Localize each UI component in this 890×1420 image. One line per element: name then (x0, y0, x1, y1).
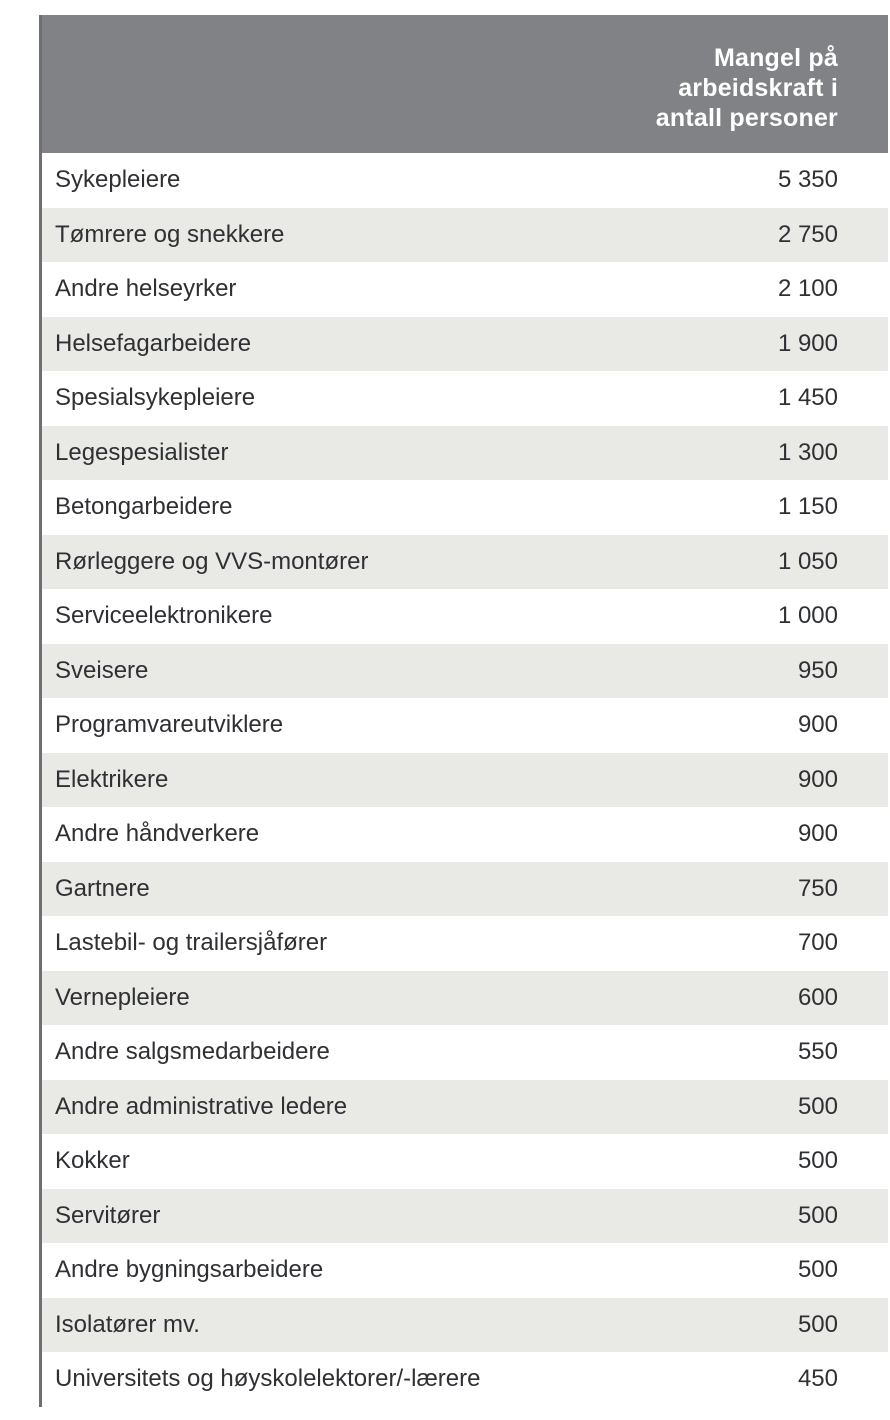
shortage-value: 2 100 (777, 275, 838, 303)
shortage-value: 550 (797, 1038, 838, 1066)
occupation-label: Vernepleiere (55, 983, 190, 1011)
shortage-value: 750 (797, 874, 838, 902)
table-row: Elektrikere 900 (42, 752, 888, 807)
table-row: Serviceelektronikere 1 000 (42, 589, 888, 644)
table-row: Andre bygningsarbeidere 500 (42, 1243, 888, 1298)
occupation-label: Serviceelektronikere (55, 602, 273, 630)
shortage-value: 450 (797, 1365, 838, 1393)
shortage-value: 1 000 (777, 602, 838, 630)
table-row: Sveisere 950 (42, 643, 888, 698)
occupation-label: Isolatører mv. (55, 1310, 200, 1338)
table-row: Vernepleiere 600 (42, 970, 888, 1025)
occupation-label: Sykepleiere (55, 166, 181, 194)
shortage-value: 500 (797, 1256, 838, 1284)
table-row: Sykepleiere 5 350 (42, 153, 888, 208)
table-row: Isolatører mv. 500 (42, 1297, 888, 1352)
shortage-value: 5 350 (777, 166, 838, 194)
shortage-value: 600 (797, 983, 838, 1011)
shortage-value: 900 (797, 765, 838, 793)
table-row: Andre helseyrker 2 100 (42, 262, 888, 317)
shortage-value: 500 (797, 1201, 838, 1229)
occupation-label: Rørleggere og VVS-montører (55, 547, 369, 575)
occupation-label: Sveisere (55, 656, 149, 684)
shortage-value: 1 050 (777, 547, 838, 575)
shortage-value: 1 450 (777, 384, 838, 412)
occupation-label: Helsefagarbeidere (55, 329, 252, 357)
occupation-label: Betongarbeidere (55, 493, 233, 521)
occupation-label: Andre helseyrker (55, 275, 237, 303)
table-row: Gartnere 750 (42, 861, 888, 916)
labor-shortage-table: Mangel på arbeidskraft i antall personer… (39, 15, 888, 1407)
occupation-label: Tømrere og snekkere (55, 220, 285, 248)
occupation-label: Kokker (55, 1147, 130, 1175)
shortage-value: 1 150 (777, 493, 838, 521)
occupation-label: Andre salgsmedarbeidere (55, 1038, 330, 1066)
shortage-value: 500 (797, 1147, 838, 1175)
table-row: Andre håndverkere 900 (42, 807, 888, 862)
shortage-value: 900 (797, 711, 838, 739)
occupation-label: Servitører (55, 1201, 161, 1229)
shortage-value: 2 750 (777, 220, 838, 248)
shortage-value: 900 (797, 820, 838, 848)
table-row: Kokker 500 (42, 1134, 888, 1189)
table-row: Legespesialister 1 300 (42, 425, 888, 480)
table-row: Betongarbeidere 1 150 (42, 480, 888, 535)
table-row: Servitører 500 (42, 1188, 888, 1243)
table-row: Spesialsykepleiere 1 450 (42, 371, 888, 426)
table-header-value-column: Mangel på arbeidskraft i antall personer (42, 15, 888, 153)
shortage-value: 500 (797, 1310, 838, 1338)
shortage-value: 1 300 (777, 438, 838, 466)
table-row: Universitets og høyskolelektorer/-lærere… (42, 1352, 888, 1407)
occupation-label: Andre bygningsarbeidere (55, 1256, 324, 1284)
shortage-value: 1 900 (777, 329, 838, 357)
shortage-value: 700 (797, 929, 838, 957)
occupation-label: Spesialsykepleiere (55, 384, 256, 412)
table-row: Helsefagarbeidere 1 900 (42, 316, 888, 371)
table-body: Sykepleiere 5 350 Tømrere og snekkere 2 … (42, 153, 888, 1407)
occupation-label: Legespesialister (55, 438, 229, 466)
shortage-value: 950 (797, 656, 838, 684)
occupation-label: Elektrikere (55, 765, 169, 793)
occupation-label: Universitets og høyskolelektorer/-lærere (55, 1365, 481, 1393)
table-row: Andre administrative ledere 500 (42, 1079, 888, 1134)
occupation-label: Gartnere (55, 874, 150, 902)
occupation-label: Andre administrative ledere (55, 1092, 348, 1120)
occupation-label: Andre håndverkere (55, 820, 260, 848)
occupation-label: Lastebil- og trailersjåfører (55, 929, 328, 957)
shortage-value: 500 (797, 1092, 838, 1120)
table-row: Andre salgsmedarbeidere 550 (42, 1025, 888, 1080)
table-row: Tømrere og snekkere 2 750 (42, 207, 888, 262)
table-row: Lastebil- og trailersjåfører 700 (42, 916, 888, 971)
table-row: Programvareutviklere 900 (42, 698, 888, 753)
occupation-label: Programvareutviklere (55, 711, 284, 739)
table-row: Rørleggere og VVS-montører 1 050 (42, 534, 888, 589)
